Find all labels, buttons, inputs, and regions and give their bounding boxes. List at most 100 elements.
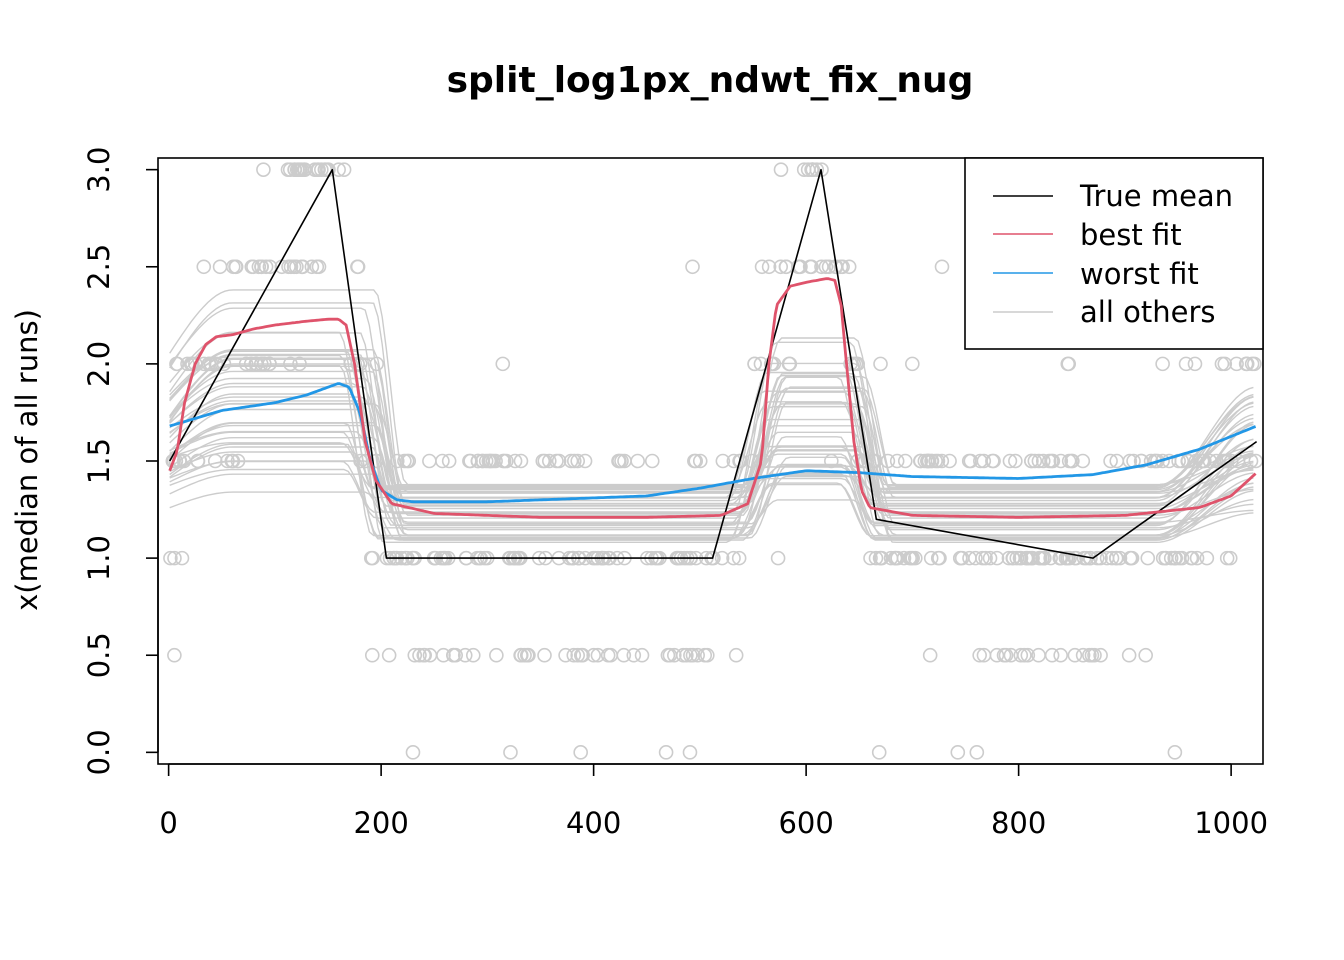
data-point xyxy=(551,453,567,469)
data-point xyxy=(417,647,432,663)
data-point xyxy=(1140,550,1156,566)
legend: True mean best fit worst fit all others xyxy=(964,157,1264,350)
data-point xyxy=(972,647,987,663)
y-tick-label: 0.0 xyxy=(82,729,116,775)
data-point xyxy=(973,453,988,469)
data-point xyxy=(924,453,939,469)
data-point xyxy=(930,550,946,566)
data-point xyxy=(397,453,412,469)
data-point xyxy=(666,647,682,663)
plot-frame xyxy=(157,157,1264,765)
data-point xyxy=(889,453,905,469)
data-point xyxy=(422,647,438,663)
data-point xyxy=(364,647,380,663)
y-axis-label: x(median of all runs) xyxy=(10,309,44,611)
data-point xyxy=(1214,356,1230,372)
data-point xyxy=(537,647,552,663)
data-point xyxy=(1008,453,1023,469)
data-point xyxy=(770,550,786,566)
data-point xyxy=(841,259,857,275)
data-point xyxy=(495,356,511,372)
other-fit-line xyxy=(169,425,1254,519)
other-fit-line xyxy=(169,362,1254,513)
data-point xyxy=(728,647,744,663)
data-point xyxy=(350,259,366,275)
data-point xyxy=(295,259,311,275)
x-tick-label: 200 xyxy=(353,806,408,840)
data-point xyxy=(747,356,762,372)
legend-label-worst-fit: worst fit xyxy=(1080,257,1199,291)
other-fit-line xyxy=(169,365,1254,526)
other-fit-line xyxy=(169,332,1254,515)
data-point xyxy=(256,162,271,177)
data-point xyxy=(814,259,829,275)
data-point xyxy=(863,550,878,566)
other-fit-line xyxy=(169,358,1254,537)
data-point xyxy=(873,356,888,372)
data-point xyxy=(626,647,642,663)
data-point xyxy=(923,550,939,566)
data-point xyxy=(942,453,957,469)
data-point xyxy=(311,162,326,177)
other-fit-line xyxy=(169,422,1254,523)
data-point xyxy=(934,259,950,275)
data-point xyxy=(489,647,504,663)
other-fit-line xyxy=(169,422,1254,540)
other-fit-line xyxy=(169,341,1254,494)
data-point xyxy=(888,550,904,566)
data-point xyxy=(566,647,582,663)
data-point xyxy=(658,745,674,760)
other-fit-line xyxy=(169,405,1254,531)
data-point xyxy=(577,453,593,469)
data-point xyxy=(662,647,678,663)
y-tick-label: 2.5 xyxy=(82,244,116,290)
data-point xyxy=(1043,550,1058,566)
data-point xyxy=(1075,453,1091,469)
data-point xyxy=(570,453,586,469)
other-fit-line xyxy=(169,403,1254,525)
other-fit-line xyxy=(169,393,1254,529)
data-point xyxy=(289,259,304,275)
data-point xyxy=(714,550,730,566)
data-point xyxy=(690,647,705,663)
data-point xyxy=(422,453,437,469)
data-point xyxy=(697,647,713,663)
data-point xyxy=(989,550,1005,566)
data-point xyxy=(726,550,741,566)
y-tick-label: 0.5 xyxy=(82,632,116,678)
data-point xyxy=(573,745,588,760)
data-point xyxy=(950,745,966,760)
other-fits-layer xyxy=(169,289,1254,543)
data-point xyxy=(1112,550,1128,566)
other-fit-line xyxy=(169,463,1254,541)
data-point xyxy=(167,550,182,566)
data-point xyxy=(685,259,700,275)
data-point xyxy=(1083,550,1098,566)
data-point xyxy=(1027,453,1043,469)
data-point xyxy=(773,259,789,275)
data-point xyxy=(309,259,325,275)
data-point xyxy=(228,259,243,275)
data-point xyxy=(513,647,529,663)
data-point xyxy=(1155,356,1170,372)
data-point xyxy=(989,647,1005,663)
data-point xyxy=(1036,550,1052,566)
legend-label-best-fit: best fit xyxy=(1080,218,1182,252)
data-point xyxy=(566,453,582,469)
legend-label-all-others: all others xyxy=(1080,295,1215,329)
y-tick-label: 1.5 xyxy=(82,438,116,484)
data-point xyxy=(952,550,968,566)
data-point xyxy=(541,453,557,469)
data-point xyxy=(1178,356,1194,372)
data-point xyxy=(381,647,397,663)
y-tick-label: 1.0 xyxy=(82,535,116,581)
data-point xyxy=(868,550,884,566)
data-point xyxy=(1035,453,1051,469)
data-point xyxy=(513,453,529,469)
x-tick-label: 400 xyxy=(566,806,621,840)
data-point xyxy=(1189,550,1205,566)
data-point xyxy=(1053,453,1069,469)
data-point xyxy=(1134,453,1149,469)
true-mean-line xyxy=(169,168,1258,559)
data-point xyxy=(1238,356,1254,372)
